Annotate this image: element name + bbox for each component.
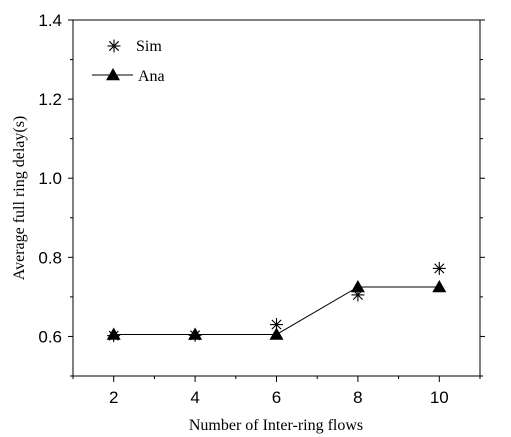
- data-point-ana: [432, 280, 447, 293]
- x-ticks: 2 4 6 8 10: [72, 376, 481, 407]
- x-tick-label: 6: [272, 388, 281, 407]
- data-point-ana: [350, 280, 365, 293]
- legend-item-ana: Ana: [92, 68, 165, 85]
- data-point-ana: [269, 327, 284, 340]
- data-point-sim: [432, 261, 446, 275]
- legend-marker-ana: [106, 68, 120, 81]
- y-axis-title: Average full ring delay(s): [11, 116, 28, 281]
- series-markers: [106, 261, 447, 343]
- legend-item-sim: Sim: [107, 38, 162, 55]
- x-axis-title: Number of Inter-ring flows: [189, 417, 363, 434]
- x-tick-label: 10: [430, 388, 449, 407]
- x-tick-label: 2: [109, 388, 118, 407]
- legend-label-ana: Ana: [138, 68, 165, 85]
- y-tick-label: 0.8: [38, 248, 62, 267]
- legend-label-sim: Sim: [136, 38, 162, 55]
- legend-symbol-sim: [107, 39, 121, 53]
- legend-symbol-ana: [106, 68, 120, 81]
- y-tick-label: 0.6: [38, 327, 62, 346]
- legend-marker-sim: [107, 39, 121, 53]
- data-point-ana: [188, 327, 203, 340]
- x-tick-label: 4: [190, 388, 199, 407]
- data-point-ana: [106, 327, 121, 340]
- y-ticks: 0.6 0.8 1.0 1.2 1.4: [38, 11, 485, 377]
- legend: Sim Ana: [92, 38, 165, 85]
- y-tick-label: 1.0: [38, 169, 62, 188]
- y-tick-label: 1.4: [38, 11, 62, 30]
- y-tick-label: 1.2: [38, 90, 62, 109]
- x-tick-label: 8: [353, 388, 362, 407]
